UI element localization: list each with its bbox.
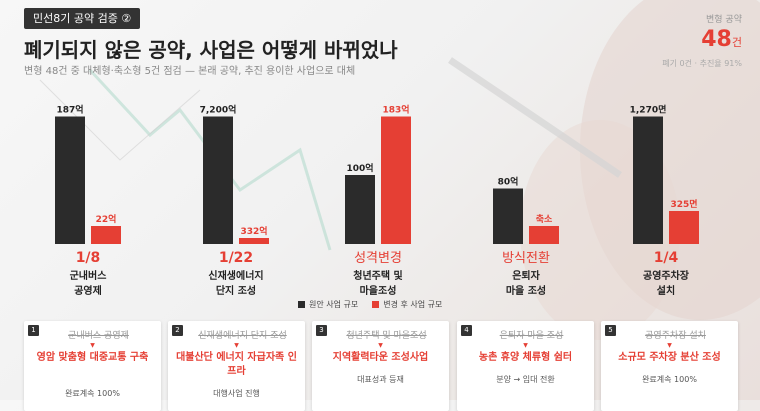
pledge-cards: 1 군내버스 공영제 ▼ 영암 맞춤형 대중교통 구축 완료계속 100% 2 신재생에너지… <box>24 321 740 411</box>
bar-changed <box>529 226 559 244</box>
card-status: 대표성과 등재 <box>357 375 404 384</box>
category-label: 은퇴자 <box>512 269 540 282</box>
legend-changed-label: 변경 후 사업 규모 <box>383 300 443 309</box>
category-label: 설치 <box>657 284 675 297</box>
bar-original-label: 1,270면 <box>630 104 667 116</box>
bar-changed-label: 325면 <box>670 198 697 210</box>
card-replacement-project: 농촌 휴양 체류형 쉼터 <box>478 352 573 363</box>
card-original-pledge: 신재생에너지 단지 조성 <box>198 331 287 341</box>
ratio-label: 방식전환 <box>502 251 550 266</box>
bar-changed <box>381 116 411 244</box>
card-replacement-project: 영암 맞춤형 대중교통 구축 <box>36 352 149 363</box>
card-original-pledge: 공영주차장 설치 <box>645 331 706 341</box>
bar-original-label: 187억 <box>56 104 83 116</box>
card-original-pledge: 청년주택 및 마을조성 <box>346 331 427 341</box>
card-number: 2 <box>172 325 183 336</box>
card-number: 5 <box>605 325 616 336</box>
chart-legend: 원안 사업 규모 변경 후 사업 규모 <box>298 299 442 310</box>
bar-changed <box>239 238 269 244</box>
legend-swatch-original <box>298 301 305 308</box>
card-number: 3 <box>316 325 327 336</box>
ratio-label: 성격변경 <box>354 251 402 266</box>
legend-changed: 변경 후 사업 규모 <box>372 299 442 310</box>
stat-value: 48건 <box>662 25 742 58</box>
bar-original-label: 80억 <box>498 176 519 188</box>
down-arrow-icon: ▼ <box>90 342 95 349</box>
card-status: 분양 → 임대 전환 <box>496 375 555 384</box>
bar-original-label: 7,200억 <box>200 104 237 116</box>
bar-original <box>633 116 663 244</box>
card-status: 완료계속 100% <box>642 375 697 384</box>
bar-original <box>345 175 375 244</box>
stat-number: 48 <box>701 27 732 52</box>
card-status: 대행사업 진행 <box>213 389 260 398</box>
bar-changed-label: 22억 <box>96 213 117 225</box>
legend-swatch-changed <box>372 301 380 308</box>
card-original-pledge: 군내버스 공영제 <box>68 331 129 341</box>
category-label: 공영주차장 <box>643 269 690 282</box>
category-label: 공영제 <box>74 284 102 297</box>
stat-note: 폐기 0건 · 추진율 91% <box>662 59 742 68</box>
bar-original <box>203 116 233 244</box>
bar-changed-label: 332억 <box>240 225 267 237</box>
down-arrow-icon: ▼ <box>378 342 383 349</box>
bar-changed <box>669 211 699 244</box>
category-label: 단지 조성 <box>216 284 256 297</box>
bar-original <box>55 116 85 244</box>
legend-original: 원안 사업 규모 <box>298 299 358 310</box>
card-replacement-project: 지역활력타운 조성사업 <box>332 352 429 363</box>
legend-original-label: 원안 사업 규모 <box>309 300 359 309</box>
category-label: 마을조성 <box>360 284 397 297</box>
category-label: 청년주택 및 <box>353 269 402 282</box>
down-arrow-icon: ▼ <box>234 342 239 349</box>
card-replacement-project: 대불산단 에너지 자급자족 인프라 <box>176 352 297 377</box>
stat-label: 변형 공약 <box>706 15 742 25</box>
card-status: 완료계속 100% <box>65 389 120 398</box>
page-subtitle: 변형 48건 중 대체형·축소형 5건 점검 — 본래 공약, 추진 용이한 사… <box>24 66 356 77</box>
card-replacement-project: 소규모 주차장 분산 조성 <box>618 352 721 363</box>
card-number: 1 <box>28 325 39 336</box>
bar-changed-label: 183억 <box>382 104 409 116</box>
page-title: 폐기되지 않은 공약, 사업은 어떻게 바뀌었나 <box>24 38 398 62</box>
category-label: 마을 조성 <box>506 284 546 297</box>
bar-original <box>493 188 523 244</box>
card-original-pledge: 은퇴자 마을 조성 <box>499 331 564 341</box>
bar-original-label: 100억 <box>346 162 373 174</box>
bar-changed-label: 축소 <box>536 213 553 225</box>
down-arrow-icon: ▼ <box>667 342 672 349</box>
series-badge: 민선8기 공약 검증 ② <box>24 8 141 29</box>
category-label: 신재생에너지 <box>208 269 263 282</box>
card-number: 4 <box>461 325 472 336</box>
down-arrow-icon: ▼ <box>523 342 528 349</box>
summary-stat: 변형 공약 48건 폐기 0건 · 추진율 91% <box>662 12 742 69</box>
ratio-label: 1/22 <box>219 250 253 266</box>
ratio-label: 1/4 <box>654 250 679 266</box>
category-label: 군내버스 <box>70 269 107 282</box>
bar-changed <box>91 226 121 244</box>
stat-unit: 건 <box>731 36 742 49</box>
ratio-label: 1/8 <box>76 250 101 266</box>
